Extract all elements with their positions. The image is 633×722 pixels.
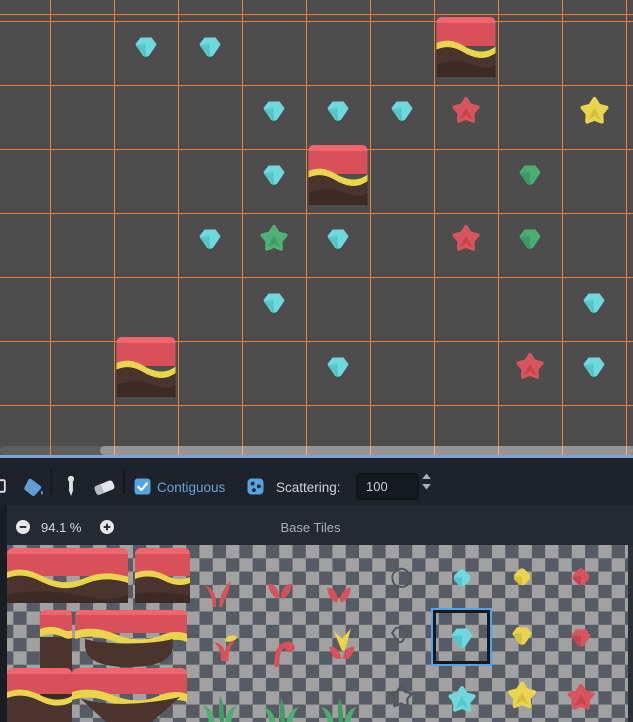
tile-cake: [434, 15, 498, 79]
palette-left-edge: [0, 545, 7, 722]
palette-item-star-yellow[interactable]: [509, 683, 535, 707]
palette-item-star-red[interactable]: [569, 685, 593, 708]
palette-item-plant-tuft-red[interactable]: [204, 581, 231, 607]
tile-gem-cyan: [326, 99, 350, 123]
tile-star-red: [451, 224, 481, 254]
palette-header: 94.1 % Base Tiles: [0, 505, 633, 545]
tile-gem-cyan: [326, 355, 350, 379]
palette-item-gem-red[interactable]: [572, 630, 590, 647]
selected-tile-outline: [431, 608, 492, 666]
eraser-button[interactable]: [92, 478, 117, 501]
tile-gem-cyan: [262, 163, 286, 187]
checkbox-checked-icon: [134, 478, 151, 495]
zoom-out-button[interactable]: [16, 520, 30, 534]
toolbar-separator: [123, 469, 125, 494]
panel-title: Base Tiles: [280, 520, 341, 535]
rect-tool-icon: [0, 479, 6, 493]
scattering-spinner[interactable]: [421, 472, 432, 496]
minus-icon: [19, 526, 27, 528]
palette-item-star-cyan[interactable]: [450, 687, 474, 710]
plus-icon: [103, 523, 111, 531]
zoom-in-button[interactable]: [100, 520, 114, 534]
palette-item-diamond-yellow[interactable]: [513, 568, 531, 586]
scattering-dice-icon: [247, 478, 264, 500]
tile-cake: [114, 335, 178, 399]
tile-star-red: [515, 352, 545, 382]
palette-item-diamond-red[interactable]: [572, 568, 590, 586]
palette-item-plant-grass-green[interactable]: [202, 695, 238, 722]
palette-item-plant-sprout-red[interactable]: [213, 635, 238, 661]
palette-item-plant-curl-red[interactable]: [276, 644, 293, 666]
tile-gem-cyan: [582, 355, 606, 379]
palette-item-plant-v-red[interactable]: [327, 587, 351, 603]
tile-gem-green: [518, 163, 542, 187]
tile-gem-cyan: [390, 99, 414, 123]
contiguous-label[interactable]: Contiguous: [157, 480, 226, 495]
picker-button[interactable]: [64, 475, 78, 502]
tile-gem-cyan: [326, 227, 350, 251]
tile-star-green: [259, 224, 289, 254]
palette-item-plant-grass-green[interactable]: [263, 697, 299, 722]
palette-item-ghost-star[interactable]: [390, 685, 412, 707]
toolbar-separator: [50, 469, 52, 494]
atlas-cake-tiles: [7, 548, 190, 722]
scattering-label: Scattering:: [276, 480, 341, 495]
tile-star-yellow: [579, 96, 610, 127]
rect-tool-button[interactable]: [0, 479, 6, 498]
atlas-gem-and-plant-tiles: [202, 568, 593, 722]
tile-palette[interactable]: [0, 545, 633, 722]
tile-gem-cyan: [198, 35, 222, 59]
tile-gem-green: [518, 227, 542, 251]
scrollbar-handle[interactable]: [100, 446, 633, 455]
palette-item-ghost-gem[interactable]: [392, 627, 408, 643]
tile-gem-cyan: [262, 291, 286, 315]
palette-item-plant-grass-green[interactable]: [321, 697, 357, 722]
palette-item-diamond-cyan[interactable]: [453, 569, 471, 587]
tile-gem-cyan: [582, 291, 606, 315]
panel-left-margin: [0, 505, 7, 545]
contiguous-checkbox[interactable]: [134, 478, 151, 500]
eraser-icon: [94, 480, 115, 495]
horizontal-scrollbar[interactable]: [0, 446, 633, 455]
panel-top-border: [0, 455, 633, 458]
palette-item-ghost-blob[interactable]: [392, 568, 411, 587]
picker-icon: [67, 475, 75, 496]
palette-right-edge: [628, 545, 633, 722]
tile-cake: [306, 143, 370, 207]
tilemap-canvas[interactable]: [0, 0, 633, 455]
palette-item-plant-v-red[interactable]: [268, 583, 292, 599]
spinner-updown-icon: [422, 473, 431, 490]
tile-gem-cyan: [134, 35, 158, 59]
bucket-fill-icon: [24, 478, 44, 496]
tilemap-toolbar: Contiguous Scattering: 100: [0, 458, 633, 505]
palette-item-plant-yellow-red[interactable]: [329, 628, 355, 659]
tile-gem-cyan: [262, 99, 286, 123]
zoom-level: 94.1 %: [41, 520, 82, 535]
palette-item-gem-yellow[interactable]: [513, 628, 531, 645]
tile-star-red: [451, 96, 481, 126]
scattering-input[interactable]: 100: [356, 473, 419, 500]
tile-gem-cyan: [198, 227, 222, 251]
bucket-fill-button[interactable]: [21, 477, 45, 503]
